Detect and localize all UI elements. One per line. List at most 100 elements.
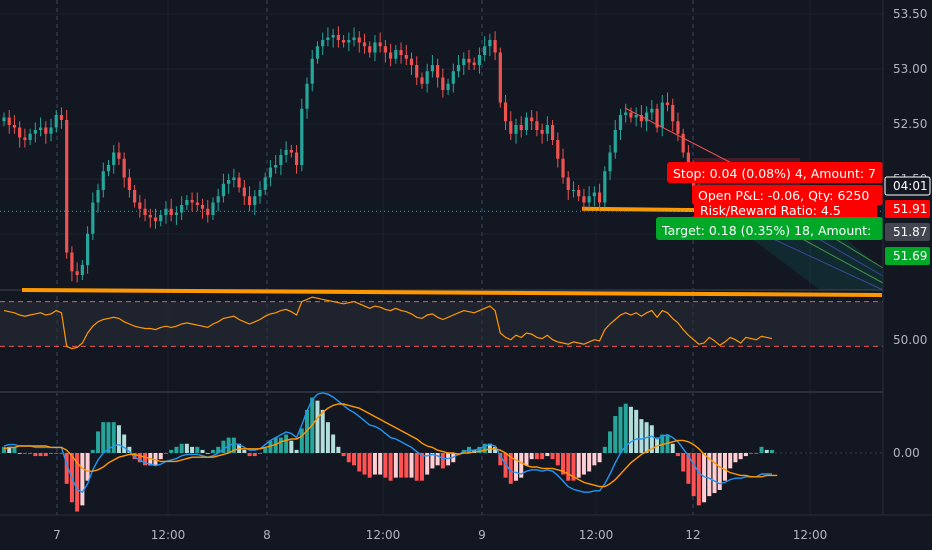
candle[interactable] (519, 125, 523, 130)
candle[interactable] (362, 42, 367, 47)
candle[interactable] (347, 40, 351, 43)
candle[interactable] (378, 42, 382, 47)
candle[interactable] (550, 125, 555, 140)
candle[interactable] (556, 140, 560, 159)
candle[interactable] (180, 205, 184, 213)
candle[interactable] (133, 190, 137, 203)
candle[interactable] (597, 192, 602, 203)
candle[interactable] (49, 127, 53, 134)
target-label[interactable]: Target: 0.18 (0.35%) 18, Amount: (656, 217, 883, 240)
candle[interactable] (2, 117, 6, 122)
candle[interactable] (289, 150, 293, 153)
candle[interactable] (23, 137, 27, 141)
position-annotations[interactable]: Stop: 0.04 (0.08%) 4, Amount: 7 Open P&L:… (624, 107, 884, 291)
candle[interactable] (530, 117, 534, 122)
candle[interactable] (59, 115, 64, 120)
candle[interactable] (85, 233, 90, 265)
candle[interactable] (503, 102, 508, 122)
candle[interactable] (310, 58, 314, 84)
candle[interactable] (331, 35, 335, 38)
price-tag[interactable]: 51.87 (885, 223, 930, 241)
candle[interactable] (441, 77, 445, 91)
candle[interactable] (389, 52, 393, 59)
candle[interactable] (65, 120, 69, 253)
candle[interactable] (488, 40, 492, 47)
candle[interactable] (686, 152, 691, 172)
candle[interactable] (279, 155, 283, 165)
candle[interactable] (174, 212, 179, 216)
candle[interactable] (127, 177, 131, 191)
candle[interactable] (514, 125, 518, 134)
candle[interactable] (122, 158, 126, 178)
candle[interactable] (650, 108, 654, 113)
candle[interactable] (624, 112, 628, 116)
candle[interactable] (608, 152, 612, 172)
candle[interactable] (472, 62, 476, 66)
candle[interactable] (577, 190, 581, 197)
candle[interactable] (681, 133, 685, 153)
candle[interactable] (655, 108, 659, 128)
candle[interactable] (587, 196, 591, 203)
candle[interactable] (613, 130, 617, 153)
candle[interactable] (629, 112, 633, 118)
candle[interactable] (645, 112, 649, 122)
candle[interactable] (200, 205, 205, 209)
candle[interactable] (138, 202, 142, 209)
candle[interactable] (665, 102, 670, 106)
candle[interactable] (33, 130, 37, 134)
candle[interactable] (467, 58, 471, 63)
candle[interactable] (7, 117, 11, 126)
candle[interactable] (232, 177, 236, 181)
candle[interactable] (112, 152, 116, 166)
candle[interactable] (190, 200, 194, 203)
candle[interactable] (425, 71, 429, 84)
candle[interactable] (676, 121, 680, 134)
price-tag[interactable]: 51.69 (885, 247, 930, 265)
candle[interactable] (143, 208, 147, 215)
rsi-line[interactable] (3, 296, 773, 350)
candle[interactable] (221, 183, 226, 197)
candle[interactable] (211, 202, 215, 216)
candle[interactable] (436, 65, 440, 78)
candle[interactable] (582, 196, 586, 203)
candle[interactable] (91, 202, 95, 234)
candle[interactable] (227, 180, 231, 184)
candle[interactable] (493, 40, 497, 53)
candle[interactable] (294, 152, 299, 166)
candle[interactable] (394, 50, 398, 59)
candle[interactable] (603, 171, 607, 203)
candle[interactable] (195, 202, 199, 206)
candle[interactable] (300, 108, 304, 165)
candle[interactable] (247, 196, 252, 205)
candle[interactable] (336, 35, 340, 40)
candle[interactable] (383, 46, 387, 53)
candle[interactable] (566, 177, 570, 191)
candle[interactable] (368, 46, 372, 53)
candle[interactable] (75, 271, 79, 275)
candle[interactable] (70, 252, 74, 272)
candle[interactable] (268, 167, 273, 178)
macd-pane[interactable] (0, 392, 883, 512)
candle[interactable] (357, 37, 361, 43)
candle[interactable] (206, 208, 210, 215)
candle[interactable] (540, 130, 544, 134)
candle[interactable] (96, 190, 100, 203)
candle[interactable] (352, 37, 356, 41)
candle[interactable] (315, 46, 320, 59)
candle[interactable] (101, 171, 105, 190)
candle[interactable] (106, 165, 111, 172)
price-pane[interactable] (0, 26, 883, 297)
candle[interactable] (321, 40, 325, 47)
candle[interactable] (18, 127, 22, 138)
risk-reward-label[interactable]: Risk/Reward Ratio: 4.5 (694, 202, 877, 220)
candle[interactable] (341, 40, 346, 43)
candle[interactable] (237, 177, 241, 188)
candle[interactable] (326, 37, 330, 41)
time-axis[interactable]: 7 12:00 8 12:00 9 12:00 12 12:00 (0, 514, 932, 542)
candle[interactable] (54, 115, 58, 128)
candle[interactable] (451, 71, 455, 84)
candle[interactable] (284, 150, 288, 155)
macd-signal-line[interactable] (3, 403, 778, 488)
price-axis[interactable]: 53.5053.0052.5051.5004:0151.9151.8751.69… (882, 0, 932, 550)
